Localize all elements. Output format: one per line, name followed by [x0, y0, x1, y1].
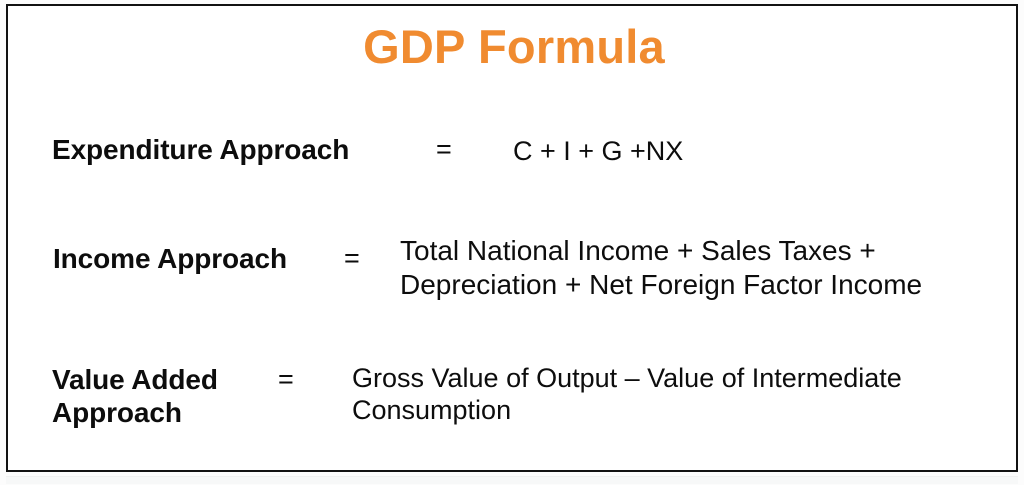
expression-line: C + I + G +NX — [513, 136, 684, 166]
formula-row-income: Income Approach = Total National Income … — [8, 234, 1020, 316]
expression-line: Gross Value of Output – Value of Interme… — [352, 363, 902, 393]
page-title: GDP Formula — [363, 20, 665, 73]
formula-expression-income: Total National Income + Sales Taxes + De… — [400, 234, 1020, 301]
expression-line: Total National Income + Sales Taxes + — [400, 235, 876, 266]
formula-row-value-added: Value Added Approach = Gross Value of Ou… — [8, 354, 1020, 440]
formula-expression-expenditure: C + I + G +NX — [513, 135, 683, 167]
equals-sign-income: = — [344, 243, 360, 273]
equals-sign-expenditure: = — [436, 134, 452, 164]
formula-label-income: Income Approach — [53, 243, 287, 274]
formula-expression-value-added: Gross Value of Output – Value of Interme… — [352, 362, 1022, 427]
formula-label-expenditure: Expenditure Approach — [52, 134, 350, 165]
equals-sign-value-added: = — [278, 364, 294, 394]
expression-line: Consumption — [352, 395, 512, 426]
formula-label-value-added: Value Added Approach — [52, 364, 218, 428]
bottom-strip — [6, 476, 1018, 484]
formula-card: GDP Formula Expenditure Approach = C + I… — [6, 4, 1018, 472]
expression-line: Depreciation + Net Foreign Factor Income — [400, 268, 923, 300]
formula-row-expenditure: Expenditure Approach = C + I + G +NX — [8, 128, 1020, 186]
